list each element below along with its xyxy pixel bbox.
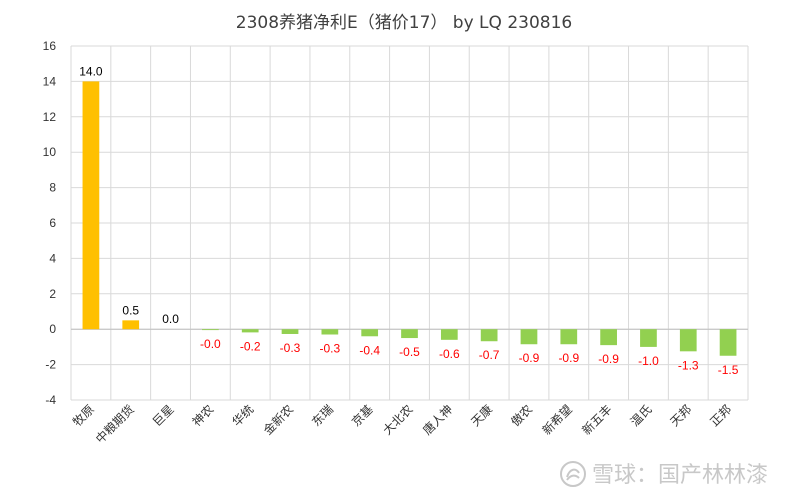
data-label: -0.9 xyxy=(519,351,540,365)
bar xyxy=(321,329,339,335)
data-label: 0.0 xyxy=(162,312,179,326)
bar xyxy=(401,329,418,339)
data-label: 14.0 xyxy=(79,64,103,78)
chart-title: 2308养猪净利E（猪价17） by LQ 230816 xyxy=(236,13,572,33)
y-tick-label: 4 xyxy=(49,251,56,265)
data-label: -1.0 xyxy=(638,354,659,368)
x-tick-label: 京基 xyxy=(349,402,376,429)
x-tick-label: 天康 xyxy=(468,402,496,430)
data-label: -0.7 xyxy=(479,348,500,362)
data-label: -1.3 xyxy=(678,358,699,372)
bar xyxy=(560,329,578,345)
bar xyxy=(679,329,697,352)
y-tick-label: 6 xyxy=(49,216,56,230)
data-label: -0.2 xyxy=(240,339,261,353)
y-tick-label: 0 xyxy=(49,322,56,336)
data-label: -0.9 xyxy=(598,352,619,366)
data-label: -0.5 xyxy=(399,345,420,359)
y-tick-label: 14 xyxy=(43,74,57,88)
data-labels: 14.0 0.5 0.0 -0.0 -0.2 -0.3 -0.3 -0.4 -0.5 -0.6 -0… xyxy=(79,64,739,376)
data-label: -0.3 xyxy=(320,342,341,356)
bar xyxy=(202,329,219,331)
x-tick-label: 唐人神 xyxy=(419,402,455,438)
bar xyxy=(281,329,299,334)
data-label: -1.5 xyxy=(718,363,739,377)
x-tick-label: 新五丰 xyxy=(579,402,615,438)
x-tick-label: 中粮期货 xyxy=(92,402,137,447)
y-tick-label: 2 xyxy=(49,287,56,301)
x-tick-label: 傲农 xyxy=(508,402,536,430)
bar xyxy=(361,329,379,337)
bar xyxy=(440,329,458,340)
y-axis: -4 -2 0 2 4 6 8 10 12 14 16 xyxy=(43,39,57,407)
data-label: -0.0 xyxy=(200,337,221,351)
x-tick-label: 牧原 xyxy=(70,402,97,429)
data-label: -0.6 xyxy=(439,347,460,361)
x-tick-label: 大北农 xyxy=(380,402,415,437)
x-tick-label: 华统 xyxy=(229,402,256,429)
x-tick-label: 东瑞 xyxy=(309,402,336,429)
x-tick-label: 金新农 xyxy=(260,402,296,438)
y-tick-label: 12 xyxy=(43,110,57,124)
x-tick-label: 天邦 xyxy=(668,402,695,429)
x-tick-label: 温氏 xyxy=(628,402,655,429)
bar xyxy=(640,329,657,347)
watermark: 雪球：国产林林漆 xyxy=(560,461,768,488)
bar xyxy=(480,329,498,342)
y-tick-label: -4 xyxy=(45,393,56,407)
x-tick-label: 新希望 xyxy=(539,402,575,438)
y-tick-label: 8 xyxy=(49,181,56,195)
bar xyxy=(122,320,140,330)
bar xyxy=(600,329,617,346)
x-tick-label: 巨星 xyxy=(150,402,177,429)
data-label: -0.4 xyxy=(359,343,380,357)
data-label: -0.9 xyxy=(558,351,579,365)
y-tick-label: 10 xyxy=(43,145,57,159)
bar xyxy=(82,81,100,330)
bar xyxy=(520,329,538,345)
snowball-logo-icon xyxy=(560,461,586,487)
bars xyxy=(82,81,737,356)
y-tick-label: 16 xyxy=(43,39,57,53)
bar xyxy=(719,329,737,356)
x-axis: 牧原中粮期货 巨星 神农 华统 金新农 东瑞 京基 大北农 唐人神 天康 傲农 新希望 新五丰 温氏 天邦正… xyxy=(70,402,734,447)
x-tick-label: 神农 xyxy=(190,402,217,429)
grid xyxy=(70,45,749,401)
bar xyxy=(241,329,259,333)
y-tick-label: -2 xyxy=(45,358,56,372)
data-label: -0.3 xyxy=(280,341,301,355)
data-label: 0.5 xyxy=(122,303,139,317)
x-tick-label: 正邦 xyxy=(707,402,734,429)
watermark-text: 雪球：国产林林漆 xyxy=(592,463,768,488)
